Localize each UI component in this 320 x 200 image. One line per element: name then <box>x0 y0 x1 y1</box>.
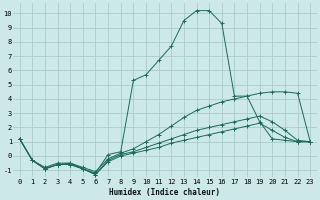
X-axis label: Humidex (Indice chaleur): Humidex (Indice chaleur) <box>109 188 220 197</box>
